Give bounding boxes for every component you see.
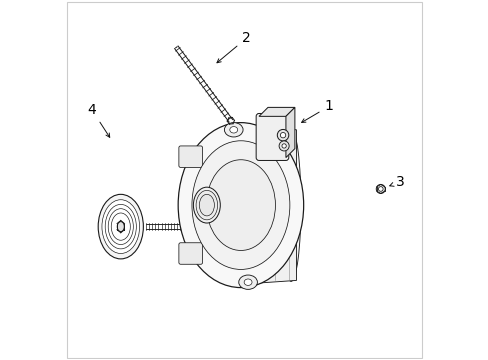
Ellipse shape: [108, 209, 133, 244]
Ellipse shape: [376, 184, 385, 193]
Ellipse shape: [224, 123, 243, 137]
Ellipse shape: [199, 194, 214, 216]
Ellipse shape: [206, 160, 275, 251]
FancyBboxPatch shape: [256, 113, 288, 161]
Text: 1: 1: [301, 99, 332, 122]
Ellipse shape: [102, 200, 139, 253]
Ellipse shape: [98, 194, 143, 259]
Polygon shape: [244, 126, 296, 284]
Ellipse shape: [281, 129, 301, 282]
Ellipse shape: [193, 187, 220, 223]
Ellipse shape: [277, 130, 288, 141]
Ellipse shape: [279, 141, 288, 151]
Ellipse shape: [280, 132, 285, 138]
Ellipse shape: [117, 222, 124, 231]
Ellipse shape: [119, 220, 129, 234]
FancyBboxPatch shape: [179, 243, 202, 264]
Ellipse shape: [282, 144, 285, 148]
Text: 3: 3: [389, 175, 404, 189]
Text: 2: 2: [217, 31, 250, 63]
Ellipse shape: [105, 204, 136, 249]
Ellipse shape: [178, 123, 303, 288]
Text: 4: 4: [87, 103, 109, 137]
Ellipse shape: [244, 279, 251, 285]
FancyBboxPatch shape: [179, 146, 202, 167]
Polygon shape: [285, 107, 294, 158]
Polygon shape: [259, 107, 294, 116]
Ellipse shape: [192, 141, 289, 269]
Ellipse shape: [111, 213, 130, 240]
Ellipse shape: [238, 275, 257, 289]
Ellipse shape: [229, 127, 237, 133]
Ellipse shape: [196, 190, 217, 220]
Ellipse shape: [378, 186, 382, 191]
